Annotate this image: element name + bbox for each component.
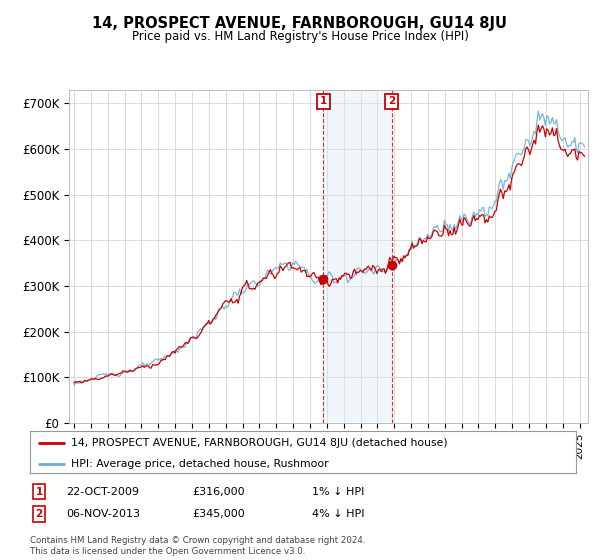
- Text: 4% ↓ HPI: 4% ↓ HPI: [312, 509, 365, 519]
- Text: 2: 2: [35, 509, 43, 519]
- Text: 1: 1: [35, 487, 43, 497]
- Text: 14, PROSPECT AVENUE, FARNBOROUGH, GU14 8JU: 14, PROSPECT AVENUE, FARNBOROUGH, GU14 8…: [92, 16, 508, 31]
- Text: 2: 2: [388, 96, 395, 106]
- Text: £316,000: £316,000: [192, 487, 245, 497]
- Text: HPI: Average price, detached house, Rushmoor: HPI: Average price, detached house, Rush…: [71, 459, 329, 469]
- Text: Contains HM Land Registry data © Crown copyright and database right 2024.
This d: Contains HM Land Registry data © Crown c…: [30, 536, 365, 556]
- Text: 1: 1: [320, 96, 327, 106]
- Text: 1% ↓ HPI: 1% ↓ HPI: [312, 487, 364, 497]
- Bar: [323, 90, 392, 423]
- Text: 06-NOV-2013: 06-NOV-2013: [66, 509, 140, 519]
- Text: 22-OCT-2009: 22-OCT-2009: [66, 487, 139, 497]
- Text: 14, PROSPECT AVENUE, FARNBOROUGH, GU14 8JU (detached house): 14, PROSPECT AVENUE, FARNBOROUGH, GU14 8…: [71, 437, 448, 447]
- Text: Price paid vs. HM Land Registry's House Price Index (HPI): Price paid vs. HM Land Registry's House …: [131, 30, 469, 43]
- Text: £345,000: £345,000: [192, 509, 245, 519]
